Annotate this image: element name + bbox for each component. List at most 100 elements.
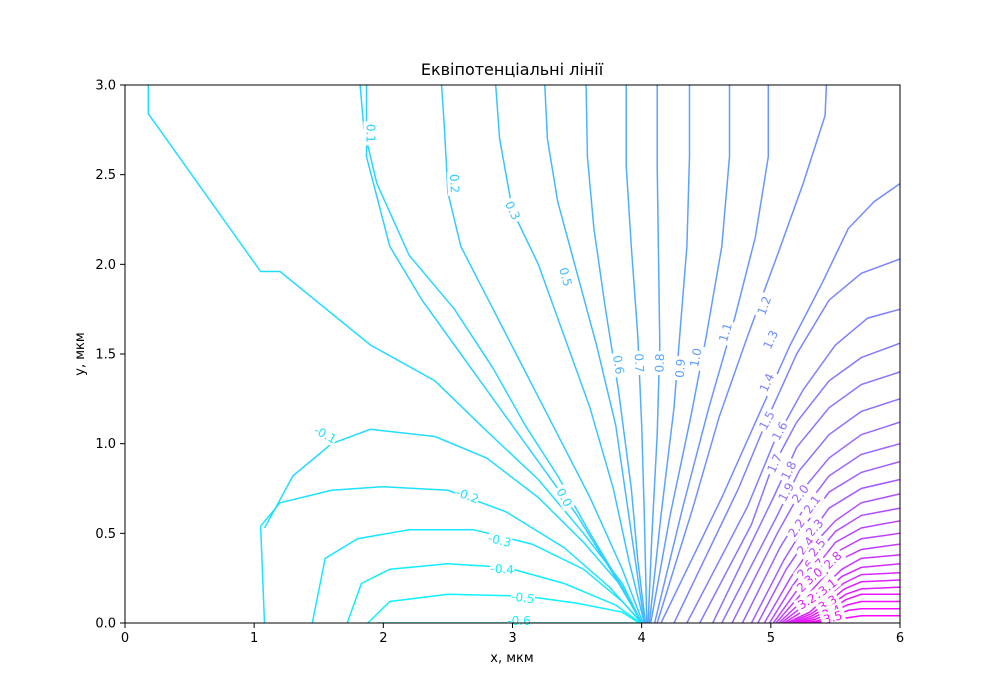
contour-label-group: -0.3: [486, 530, 513, 551]
contour-line-0_1-8: [365, 85, 643, 623]
contour-label: 0.8: [653, 353, 668, 373]
x-tick-label: 1: [250, 631, 258, 646]
contour-label: -0.4: [490, 561, 514, 576]
contour-line--0_2-4: [259, 485, 643, 623]
contour-label-bg: [686, 344, 706, 371]
y-tick-label: 1.0: [95, 437, 116, 452]
contour-label: -0.5: [510, 589, 535, 606]
contour-label-bg: [813, 574, 842, 601]
contour-line-0_8-14: [647, 85, 661, 623]
contour-line--0_1-5: [147, 85, 643, 623]
contour-label-bg: [804, 533, 831, 562]
contour-label-group: -0.6: [507, 614, 531, 629]
contour-label-group: 0.7: [631, 350, 647, 376]
contour-line-1_3-19: [660, 182, 900, 623]
contour-label: 0.7: [632, 353, 647, 373]
contour-label-bg: [501, 196, 524, 225]
x-tick-label: 0: [121, 631, 129, 646]
contour-label-group: 1.2: [753, 291, 776, 320]
y-tick-label: 2.0: [95, 258, 116, 273]
contour-line-0-7: [359, 85, 643, 623]
contour-line-1_1-17: [653, 85, 770, 623]
contour-line-1_4-20: [673, 258, 900, 623]
contour-line-1_8-24: [721, 398, 900, 623]
contour-label: -0.6: [507, 614, 530, 628]
contour-line-2_3-29: [763, 493, 900, 623]
contour-line-1_5-21: [686, 308, 900, 623]
contour-label-group: -0.4: [489, 561, 515, 577]
contour-label-bg: [489, 561, 515, 577]
contour-line-0_2-9: [440, 85, 644, 623]
contour-label: 3.5: [822, 608, 844, 627]
x-axis-label: x, мкм: [490, 651, 533, 666]
contour-line-0_9-15: [648, 85, 691, 623]
contour-line-0_6-12: [585, 85, 647, 623]
contour-label-bg: [799, 563, 828, 590]
y-axis: 0.0 0.5 1.0 1.5 2.0 2.5 3.0: [95, 79, 125, 632]
contour-label-group: 0.9: [672, 355, 689, 381]
contour-label: 1.2: [755, 294, 775, 317]
contour-line-1_6-22: [699, 342, 900, 623]
contour-label: 1.1: [716, 321, 735, 343]
contour-line-1-16: [649, 85, 731, 623]
contour-label-bg: [446, 171, 463, 196]
y-tick-label: 0.0: [95, 617, 116, 632]
contour-label-bg: [768, 417, 792, 445]
contour-label-bg: [509, 589, 536, 607]
contour-label: 0.2: [447, 174, 462, 194]
contour-line-3_6-42: [801, 615, 900, 623]
contour-line-0_5-11: [544, 85, 646, 623]
contour-label-bg: [792, 532, 819, 560]
x-tick-label: 6: [896, 631, 904, 646]
contour-label: 0.5: [556, 266, 574, 288]
contour-label-bg: [819, 546, 847, 574]
y-tick-label: 1.5: [95, 348, 116, 363]
contour-label-group: 1.1: [715, 319, 736, 346]
x-tick-label: 5: [767, 631, 775, 646]
contour-label-bg: [755, 406, 779, 435]
contour-label-bg: [453, 484, 481, 507]
contour-label-bg: [763, 449, 787, 478]
contour-label-group: 0.8: [652, 350, 668, 376]
contour-label-bg: [715, 319, 736, 346]
contour-label-bg: [631, 350, 647, 376]
contour-label-bg: [774, 478, 799, 506]
x-axis: 0 1 2 3 4 5 6: [121, 623, 904, 646]
contour-line-1_7-23: [712, 371, 900, 623]
contour-label-bg: [784, 514, 810, 542]
contour-label-bg: [552, 483, 577, 512]
y-tick-label: 0.5: [95, 527, 116, 542]
contour-label-group: 0.5: [555, 263, 576, 291]
contour-label-bg: [787, 480, 814, 508]
y-tick-label: 2.5: [95, 168, 116, 183]
contour-label: 0.9: [673, 358, 688, 378]
plot-area: -0.6-0.5-0.4-0.3-0.2-0.10.00.10.20.30.50…: [147, 85, 900, 629]
contour-label-bg: [652, 350, 668, 376]
contour-label-group: 0.6: [609, 351, 628, 378]
contour-line-1_9-25: [731, 421, 900, 623]
contour-label-group: 0.2: [446, 171, 463, 196]
contour-label-bg: [363, 121, 378, 146]
y-axis-label: y, мкм: [73, 332, 88, 375]
contour-label-bg: [799, 490, 825, 519]
contour-label-group: 0.1: [363, 121, 378, 146]
contour-line--0_1-6: [263, 428, 643, 623]
contour-label: 0.6: [610, 354, 627, 375]
contour-label-bg: [777, 456, 801, 485]
contour-label-bg: [793, 589, 821, 614]
contour-label-bg: [609, 351, 628, 378]
contour-label: 1.0: [687, 347, 704, 368]
contour-line--0_3-3: [311, 528, 643, 623]
contour-label-bg: [753, 291, 776, 320]
contour-label-bg: [759, 325, 783, 354]
x-tick-label: 3: [508, 631, 516, 646]
contour-line-2_5-31: [772, 520, 900, 623]
x-tick-label: 4: [638, 631, 646, 646]
contour-label-bg: [555, 263, 576, 291]
chart-title: Еквіпотенціальні лінії: [421, 60, 604, 79]
contour-label-bg: [311, 422, 340, 447]
y-tick-label: 3.0: [95, 79, 116, 94]
contour-label-group: -0.5: [509, 589, 536, 607]
contour-line-0_7-13: [625, 85, 648, 623]
